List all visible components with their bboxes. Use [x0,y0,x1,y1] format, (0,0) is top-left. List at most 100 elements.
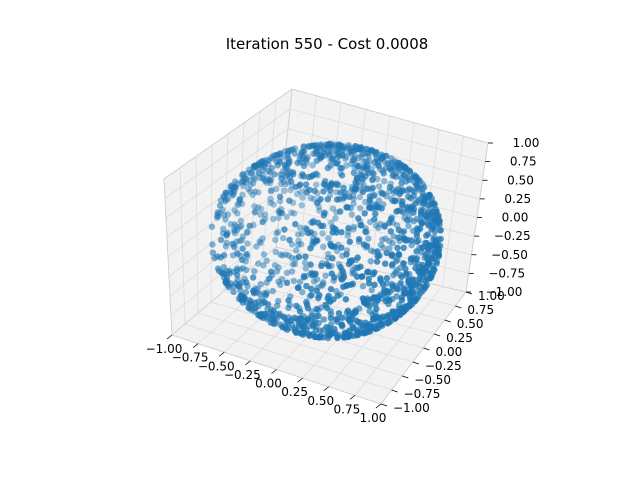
data-point [301,259,309,266]
y-tick-label: 0.75 [467,303,494,317]
data-point [239,256,246,264]
data-point [324,196,331,203]
data-point [329,255,336,262]
data-point [395,234,402,241]
y-tick-mark [402,375,409,379]
data-point [295,284,302,291]
data-point [282,325,289,332]
data-point [278,175,285,182]
data-point [325,292,332,300]
data-point [246,222,253,230]
data-point [291,150,298,157]
data-point [362,228,369,235]
data-point [344,232,351,239]
data-point [307,261,314,268]
data-point [405,207,412,214]
data-point [295,241,302,249]
data-point [359,295,366,302]
x-tick-label: 0.50 [307,394,334,408]
data-point [209,241,216,248]
data-point [354,254,361,261]
data-point [280,313,287,320]
data-point [374,175,381,183]
data-point [296,278,304,286]
data-point [339,314,346,321]
data-point [247,181,254,189]
data-point [359,151,366,158]
data-point [278,209,286,217]
data-point [279,252,286,259]
data-point [217,197,225,204]
x-tick-label: 1.00 [360,411,387,425]
data-point [216,202,224,209]
data-point [245,186,252,193]
data-point [302,265,309,272]
data-point [320,243,327,250]
data-point [244,240,251,247]
data-point [285,252,292,259]
data-point [252,299,259,307]
data-point [244,229,251,236]
data-point [343,251,350,258]
data-point [400,260,407,267]
data-point [368,286,375,294]
data-point [238,236,246,244]
data-point [412,256,420,263]
data-point [269,287,276,295]
data-point [384,160,391,167]
data-point [333,160,341,167]
data-point [353,273,361,280]
data-point [302,253,309,260]
data-point [226,270,233,277]
data-point [238,179,245,186]
data-point [233,210,241,217]
x-tick-label: −0.50 [198,359,235,373]
data-point [263,279,270,286]
data-point [374,252,381,260]
data-point [251,188,259,195]
data-point [239,233,247,240]
data-point [389,282,396,290]
data-point [237,217,245,225]
data-point [281,162,289,169]
data-point [298,202,305,209]
y-tick-mark [433,333,441,337]
data-point [364,296,372,303]
data-point [422,239,429,247]
data-point [254,204,262,211]
data-point [288,178,295,185]
data-point [375,183,383,190]
data-point [383,193,390,200]
data-point [394,244,401,252]
data-point [324,254,332,262]
data-point [282,181,289,188]
data-point [370,170,377,178]
data-point [303,189,310,196]
data-point [388,252,395,259]
data-point [350,226,357,233]
data-point [276,193,284,200]
data-points [208,140,444,342]
data-point [309,142,316,150]
data-point [299,289,306,296]
data-point [340,274,347,281]
data-point [338,229,345,236]
data-point [327,314,335,322]
z-tick-label: 1.00 [513,136,540,150]
data-point [324,164,331,172]
data-point [332,215,339,222]
data-point [400,286,408,293]
data-point [231,230,239,237]
data-point [316,145,323,152]
data-point [425,222,432,229]
data-point [293,302,300,310]
y-tick-mark [412,361,420,365]
data-point [236,237,244,245]
data-point [390,272,397,279]
data-point [387,228,394,235]
z-tick-label: −0.25 [494,229,531,243]
data-point [274,302,281,309]
data-point [367,258,374,265]
data-point [349,157,356,164]
data-point [304,316,312,323]
